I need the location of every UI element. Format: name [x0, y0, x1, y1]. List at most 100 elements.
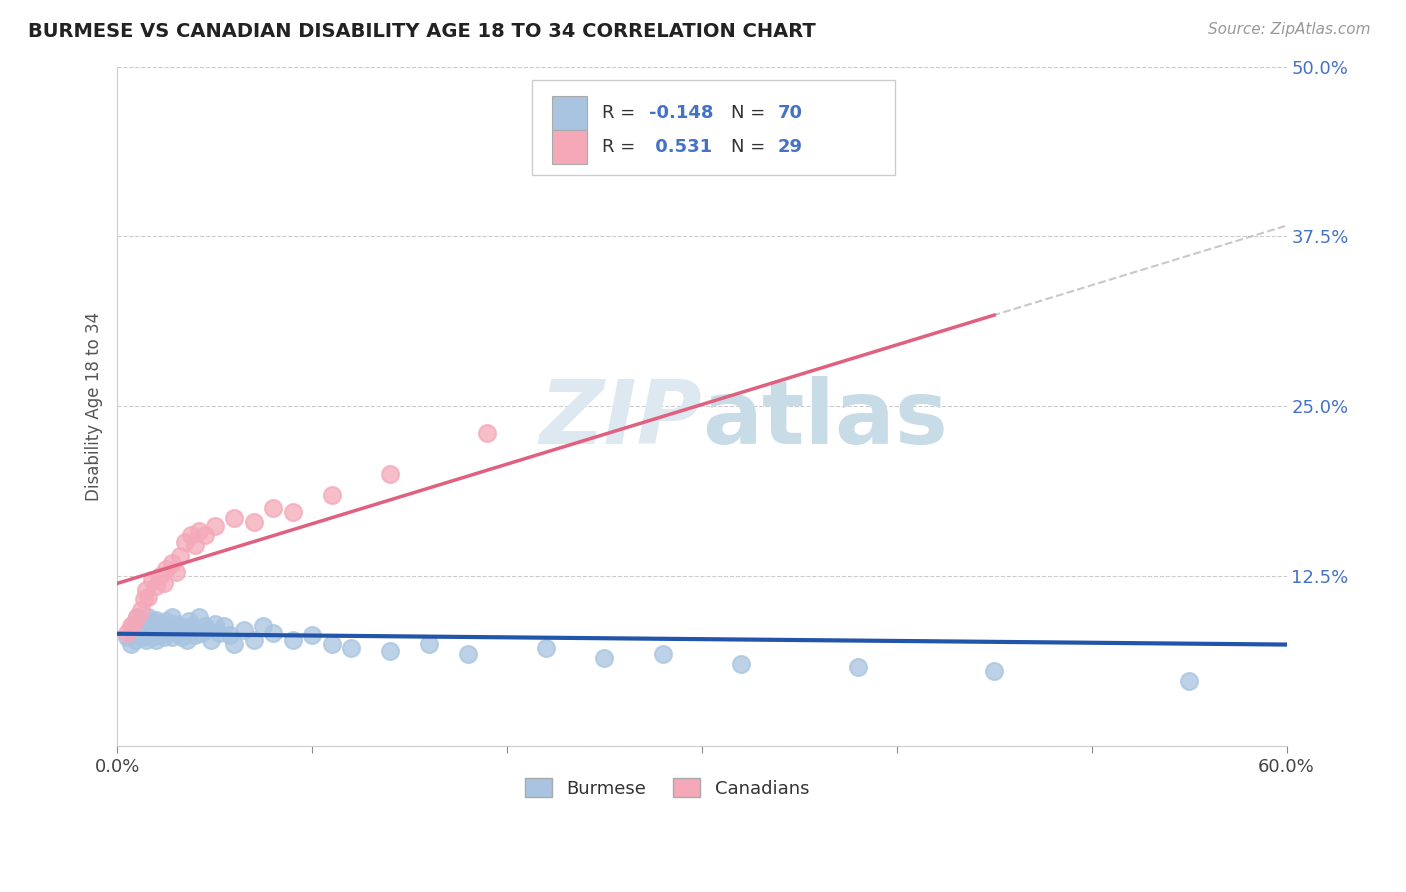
Point — [121, 616, 143, 631]
Point — [160, 630, 183, 644]
Point — [184, 538, 207, 552]
Bar — [553, 129, 588, 164]
Point — [242, 632, 264, 647]
Text: N =: N = — [731, 103, 765, 122]
Point — [194, 528, 217, 542]
Point — [134, 624, 156, 638]
Point — [139, 621, 162, 635]
Text: Source: ZipAtlas.com: Source: ZipAtlas.com — [1208, 22, 1371, 37]
Point — [321, 637, 343, 651]
Point — [457, 647, 479, 661]
Point — [378, 467, 401, 482]
Y-axis label: Disability Age 18 to 34: Disability Age 18 to 34 — [86, 311, 103, 500]
Point — [135, 632, 157, 647]
Point — [170, 630, 193, 644]
Point — [129, 619, 152, 633]
Text: BURMESE VS CANADIAN DISABILITY AGE 18 TO 34 CORRELATION CHART: BURMESE VS CANADIAN DISABILITY AGE 18 TO… — [28, 22, 815, 41]
Legend: Burmese, Canadians: Burmese, Canadians — [517, 771, 817, 805]
Point — [120, 619, 142, 633]
Point — [125, 610, 148, 624]
Point — [125, 610, 148, 624]
Text: N =: N = — [731, 137, 765, 156]
Point — [301, 627, 323, 641]
Point — [165, 565, 187, 579]
Point — [477, 426, 499, 441]
Point — [149, 624, 172, 638]
Point — [169, 549, 191, 563]
Point — [150, 616, 173, 631]
Point — [121, 624, 143, 638]
Point — [138, 610, 160, 624]
Point — [115, 626, 138, 640]
Point — [169, 619, 191, 633]
Point — [165, 626, 187, 640]
Point — [184, 627, 207, 641]
Point — [214, 619, 236, 633]
Point — [160, 556, 183, 570]
Point — [141, 630, 163, 644]
Point — [204, 519, 226, 533]
Point — [135, 616, 157, 631]
Point — [174, 535, 197, 549]
Point — [149, 569, 172, 583]
Point — [207, 626, 229, 640]
Point — [155, 562, 177, 576]
Point — [190, 626, 212, 640]
Point — [195, 624, 218, 638]
Point — [188, 610, 211, 624]
Point — [138, 627, 160, 641]
Text: 29: 29 — [778, 137, 803, 156]
Point — [204, 616, 226, 631]
Point — [730, 657, 752, 672]
Point — [242, 515, 264, 529]
Point — [156, 626, 179, 640]
Point — [131, 630, 153, 644]
Point — [174, 624, 197, 638]
Point — [124, 632, 146, 647]
Point — [180, 619, 202, 633]
Point — [165, 616, 187, 631]
Point — [188, 524, 211, 539]
Point — [281, 632, 304, 647]
Text: ZIP: ZIP — [538, 376, 702, 463]
Point — [146, 627, 169, 641]
Point — [145, 579, 167, 593]
Point — [145, 613, 167, 627]
Point — [159, 619, 181, 633]
Point — [180, 528, 202, 542]
Point — [1178, 673, 1201, 688]
Point — [534, 641, 557, 656]
Point — [232, 624, 254, 638]
Point — [120, 637, 142, 651]
Point — [155, 614, 177, 628]
Point — [135, 582, 157, 597]
Point — [166, 624, 188, 638]
Point — [134, 592, 156, 607]
Point — [651, 647, 673, 661]
Point — [340, 641, 363, 656]
Point — [155, 624, 177, 638]
Point — [224, 637, 246, 651]
Point — [153, 630, 176, 644]
Point — [115, 630, 138, 644]
Point — [252, 619, 274, 633]
Point — [141, 614, 163, 628]
Point — [153, 576, 176, 591]
Point — [141, 573, 163, 587]
Point — [179, 614, 201, 628]
Text: R =: R = — [603, 103, 636, 122]
Point — [983, 665, 1005, 679]
Bar — [553, 95, 588, 129]
Point — [138, 590, 160, 604]
Point — [224, 510, 246, 524]
Point — [125, 627, 148, 641]
Point — [262, 501, 284, 516]
Point — [143, 624, 166, 638]
Text: 70: 70 — [778, 103, 803, 122]
Text: -0.148: -0.148 — [650, 103, 714, 122]
Point — [219, 627, 242, 641]
Point — [129, 614, 152, 628]
Point — [125, 616, 148, 631]
FancyBboxPatch shape — [533, 80, 894, 176]
Point — [160, 610, 183, 624]
